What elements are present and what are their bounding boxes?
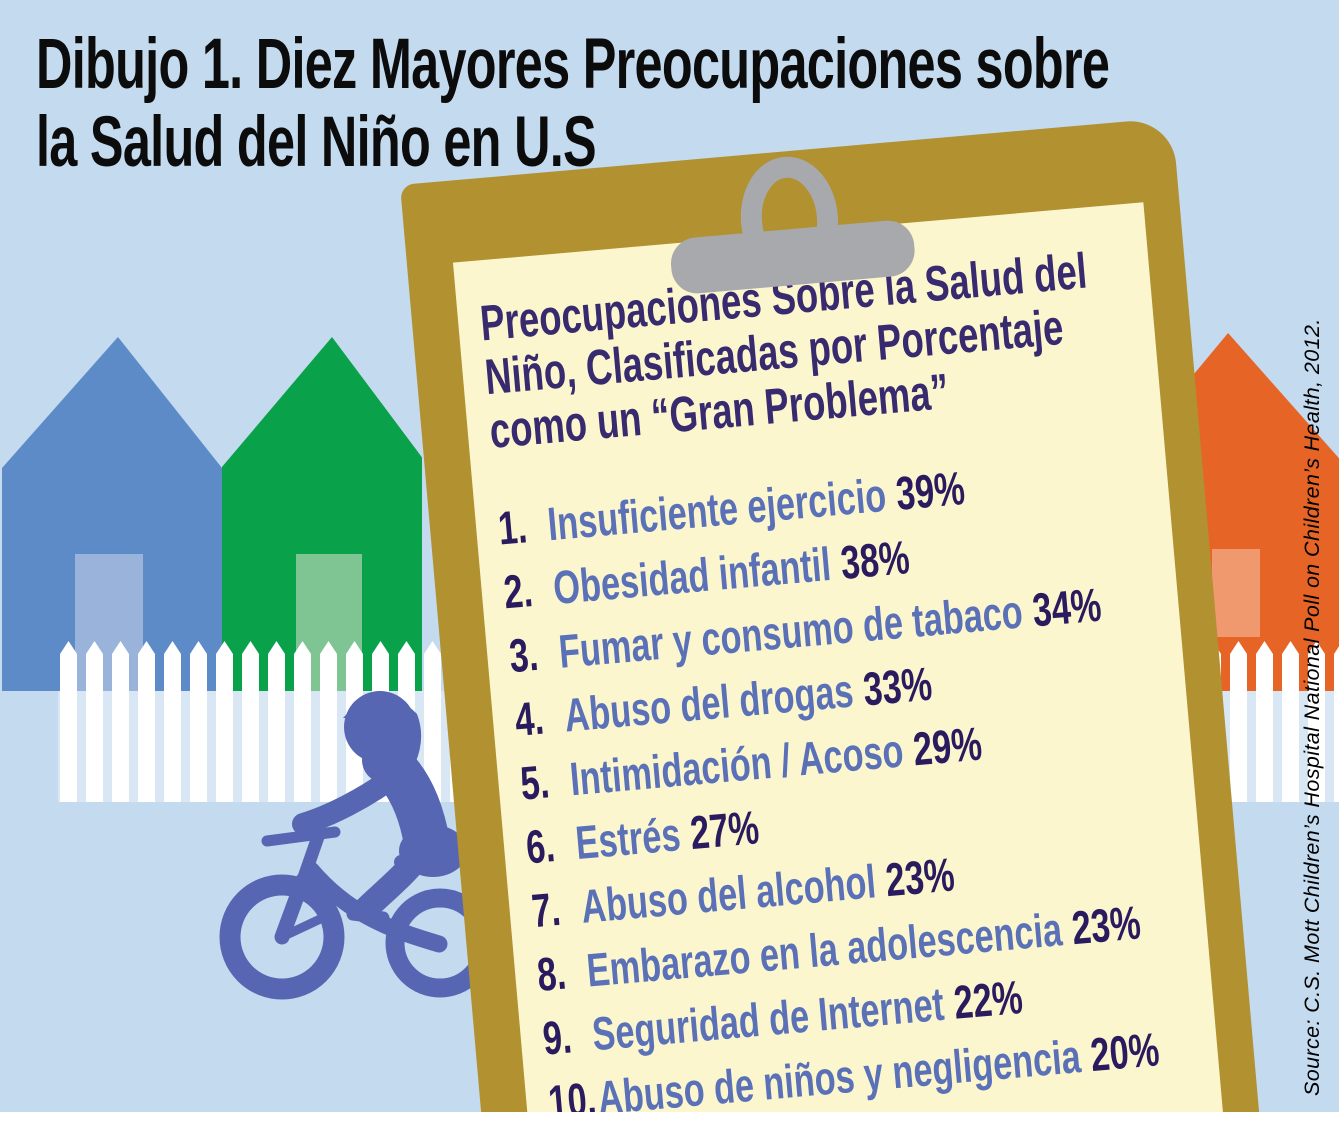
house-orange-door <box>1212 549 1260 637</box>
rider-hips <box>399 825 467 877</box>
fence-picket <box>1256 641 1273 802</box>
rider-helmet <box>343 695 422 768</box>
tricycle-crank <box>277 908 338 942</box>
concern-rank: 7. <box>529 881 563 938</box>
figure-title-line2: la Salud del Niño en U.S <box>36 103 597 182</box>
concern-value: 23% <box>1069 895 1143 955</box>
house-blue-illustration <box>2 337 222 691</box>
fence-picket <box>1230 641 1247 802</box>
concern-value: 29% <box>910 716 984 776</box>
concern-rank: 4. <box>512 690 546 746</box>
fence-picket <box>1334 641 1339 802</box>
figure-title-line1: Dibujo 1. Diez Mayores Preocupaciones so… <box>36 25 1110 104</box>
clipboard-paper: Preocupaciones Sobre la Salud del Niño, … <box>452 202 1229 1121</box>
fence-picket <box>86 641 103 802</box>
concern-value: 39% <box>893 461 967 520</box>
concern-value: 34% <box>1030 577 1104 637</box>
concern-rank: 3. <box>507 626 541 683</box>
concern-value: 27% <box>688 800 762 860</box>
house-green-illustration <box>222 337 422 691</box>
rider-foot <box>346 907 390 925</box>
concern-value: 22% <box>951 969 1025 1029</box>
fence-picket <box>60 641 77 802</box>
fence-picket <box>1308 641 1325 802</box>
fence-picket <box>294 641 311 802</box>
fence-picket <box>112 641 129 802</box>
clipboard-clip-icon <box>670 156 915 294</box>
fence-picket <box>242 641 259 802</box>
fence-picket <box>424 641 441 802</box>
concern-value: 33% <box>861 656 935 716</box>
concern-rank: 8. <box>535 945 569 1001</box>
child-on-tricycle-icon <box>219 691 495 1000</box>
concern-rank: 1. <box>495 499 530 555</box>
concern-value: 20% <box>1088 1022 1162 1082</box>
concern-rank: 6. <box>523 818 557 874</box>
tricycle-fork <box>274 872 311 945</box>
fence-picket <box>216 641 233 802</box>
source-citation: Source: C.S. Mott Children’s Hospital Na… <box>1300 318 1324 1096</box>
fence-picket <box>138 641 155 802</box>
figure-title: Dibujo 1. Diez Mayores Preocupaciones so… <box>36 26 1339 182</box>
tricycle-front-wheel <box>219 874 345 1000</box>
fence-picket <box>164 641 181 802</box>
concern-list: 1. Insuficiente ejercicio 39% 2. Obesidad in… <box>496 440 1196 1121</box>
fence-picket <box>1282 641 1299 802</box>
fence-picket <box>190 641 207 802</box>
fence-picket <box>320 641 337 802</box>
concern-label: Estrés <box>573 807 683 870</box>
fence-picket <box>268 641 285 802</box>
rider-arm <box>292 765 406 835</box>
concern-value: 23% <box>883 847 957 907</box>
concern-value: 38% <box>838 530 912 589</box>
concern-rank: 5. <box>518 754 552 810</box>
clipboard: Preocupaciones Sobre la Salud del Niño, … <box>400 117 1265 1121</box>
bottom-margin <box>0 1112 1339 1121</box>
concern-rank: 2. <box>501 563 535 619</box>
concern-rank: 9. <box>540 1009 574 1065</box>
